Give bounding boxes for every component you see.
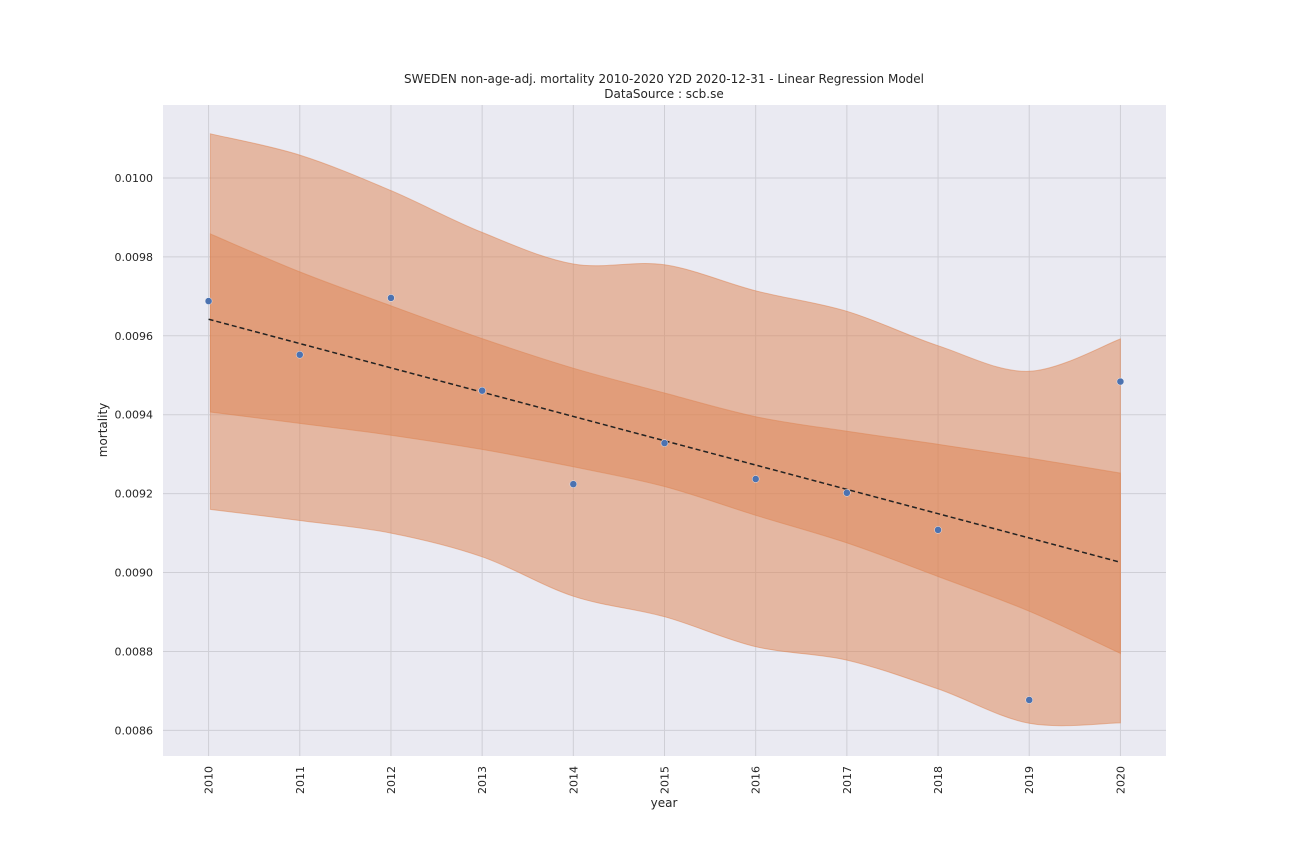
- y-tick-label: 0.0096: [115, 330, 154, 343]
- y-tick-label: 0.0088: [115, 645, 154, 658]
- x-tick-label: 2017: [841, 766, 854, 794]
- y-tick-label: 0.0094: [115, 409, 154, 422]
- regression-line: [208, 318, 1121, 564]
- data-point: [296, 351, 304, 359]
- x-tick-label: 2014: [567, 766, 580, 794]
- x-axis-ticks: 2010 2011 2012 2013 2014 2015 2016 2017 2018 2019…: [203, 766, 1128, 794]
- y-tick-label: 0.0098: [115, 251, 154, 264]
- y-axis-label: mortality: [96, 403, 110, 458]
- x-tick-label: 2018: [932, 766, 945, 794]
- data-point: [387, 294, 395, 302]
- x-tick-label: 2020: [1114, 766, 1127, 794]
- x-axis-label: year: [651, 796, 678, 810]
- x-tick-label: 2011: [294, 766, 307, 794]
- data-point: [751, 475, 760, 483]
- x-tick-label: 2019: [1023, 766, 1036, 794]
- y-tick-label: 0.0092: [115, 488, 154, 501]
- data-point: [1025, 696, 1033, 704]
- data-point: [204, 297, 213, 305]
- y-tick-label: 0.0086: [115, 724, 154, 737]
- regression-line-layer: [208, 318, 1121, 564]
- data-points: [204, 294, 1125, 704]
- data-point: [478, 386, 486, 395]
- x-tick-label: 2015: [659, 766, 672, 794]
- chart-subtitle: DataSource : scb.se: [604, 87, 723, 101]
- data-point: [660, 439, 669, 447]
- x-tick-label: 2010: [203, 766, 216, 794]
- chart-title: SWEDEN non-age-adj. mortality 2010-2020 …: [404, 72, 924, 86]
- x-tick-label: 2016: [750, 766, 763, 794]
- y-tick-label: 0.0090: [115, 567, 154, 580]
- data-point: [1116, 377, 1125, 386]
- y-tick-label: 0.0100: [115, 172, 154, 185]
- data-point: [569, 480, 578, 488]
- x-tick-label: 2012: [385, 766, 398, 794]
- data-point: [934, 526, 942, 534]
- data-point: [843, 489, 851, 497]
- y-axis-ticks: 0.0086 0.0088 0.0090 0.0092 0.0094 0.0096 0.00…: [115, 172, 154, 737]
- x-tick-label: 2013: [476, 766, 489, 794]
